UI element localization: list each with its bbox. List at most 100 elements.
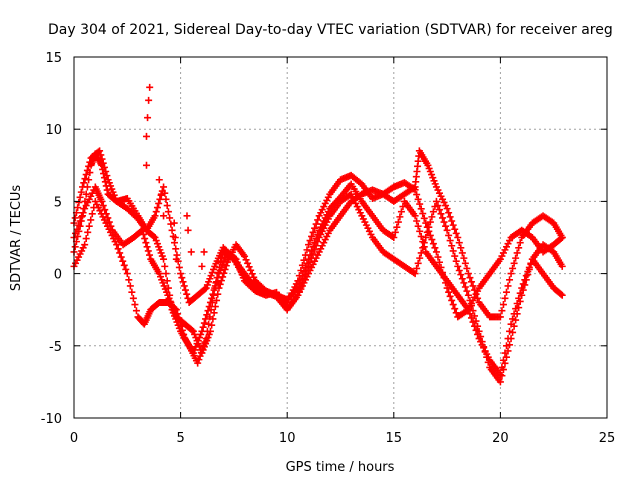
plot-frame: [73, 56, 608, 419]
data-point-marker: [83, 166, 91, 174]
data-point-marker: [303, 246, 311, 254]
data-point-marker: [79, 183, 87, 191]
data-point-marker: [463, 287, 471, 295]
data-point-marker: [445, 288, 453, 296]
data-point-marker: [208, 321, 216, 329]
data-point-marker: [180, 330, 188, 338]
data-point-marker: [96, 147, 104, 155]
data-point-marker: [458, 249, 466, 257]
y-tick-label: -10: [41, 412, 62, 427]
data-point-marker: [125, 276, 133, 284]
data-point-marker: [80, 179, 88, 187]
data-point-marker: [429, 208, 437, 216]
data-point-marker: [410, 184, 418, 192]
data-point-marker: [411, 212, 419, 220]
data-point-marker: [432, 197, 440, 205]
data-point-marker: [82, 171, 90, 179]
data-point-marker: [557, 290, 565, 298]
data-point-marker: [161, 189, 169, 197]
data-point-marker: [178, 326, 186, 334]
data-point-marker: [474, 294, 482, 302]
data-point-marker: [81, 241, 89, 249]
data-point-marker: [417, 205, 425, 213]
data-point-marker: [221, 265, 229, 273]
data-point-marker: [521, 281, 529, 289]
data-point-marker: [432, 248, 440, 256]
data-point-marker: [99, 202, 107, 210]
data-point-marker: [512, 316, 520, 324]
data-point-marker: [171, 305, 179, 313]
data-point-marker: [513, 249, 521, 257]
data-point-marker: [420, 214, 428, 222]
data-point-marker: [449, 301, 457, 309]
data-point-marker: [451, 252, 459, 260]
data-point-marker: [170, 219, 178, 227]
data-point-marker: [203, 311, 211, 319]
data-point-marker: [466, 296, 474, 304]
data-point-marker: [103, 186, 111, 194]
data-point-marker: [312, 220, 320, 228]
y-tick-label: 0: [54, 268, 62, 283]
data-point-marker: [166, 214, 174, 222]
data-point-marker: [419, 238, 427, 246]
data-point-marker: [397, 208, 405, 216]
data-point-marker: [449, 221, 457, 229]
data-point-marker: [222, 262, 230, 270]
data-point-marker: [179, 278, 187, 286]
data-point-marker: [413, 191, 421, 199]
data-point-marker: [309, 228, 317, 236]
data-point-marker: [448, 217, 456, 225]
data-point-marker: [131, 301, 139, 309]
data-point-marker: [73, 225, 81, 233]
data-point-marker: [510, 259, 518, 267]
data-point-marker: [498, 307, 506, 315]
data-point-marker: [119, 257, 127, 265]
data-point-marker: [123, 270, 131, 278]
data-point-marker: [152, 208, 160, 216]
data-point-marker: [88, 210, 96, 218]
data-point-marker: [306, 237, 314, 245]
data-point-marker: [175, 263, 183, 271]
data-point-marker: [414, 222, 422, 230]
data-point-marker: [211, 282, 219, 290]
data-point-marker: [558, 234, 566, 241]
data-point-marker: [411, 270, 419, 278]
data-point-marker: [417, 249, 425, 257]
data-point-marker: [414, 259, 422, 267]
data-point-marker: [126, 282, 134, 290]
series-track-2: [70, 180, 566, 379]
data-point-marker: [512, 254, 520, 262]
data-point-marker: [455, 267, 463, 275]
data-point-marker: [160, 212, 168, 220]
data-point-marker: [467, 278, 475, 286]
data-point-marker: [174, 310, 182, 318]
data-point-marker: [76, 217, 84, 225]
data-point-marker: [160, 183, 168, 191]
data-point-marker: [391, 228, 399, 236]
data-point-marker: [509, 264, 517, 272]
data-point-marker: [113, 241, 121, 249]
data-point-marker: [160, 255, 168, 263]
data-point-marker: [513, 310, 521, 318]
data-point-marker: [141, 235, 149, 243]
data-point-marker: [515, 304, 523, 312]
data-point-marker: [210, 286, 218, 294]
data-point-marker: [211, 303, 219, 311]
data-point-marker: [524, 271, 532, 279]
data-point-marker: [142, 161, 150, 169]
data-point-marker: [467, 302, 475, 310]
data-point-marker: [198, 262, 206, 270]
data-point-marker: [439, 214, 447, 222]
data-point-marker: [142, 132, 150, 140]
data-point-marker: [213, 296, 221, 304]
data-point-marker: [85, 162, 93, 170]
data-point-marker: [142, 239, 150, 247]
data-point-marker: [177, 270, 185, 278]
data-point-marker: [480, 343, 488, 351]
data-point-marker: [502, 353, 510, 361]
data-point-marker: [144, 247, 152, 255]
data-point-marker: [558, 262, 566, 270]
data-point-marker: [413, 264, 421, 272]
data-point-marker: [164, 208, 172, 216]
data-point-marker: [241, 252, 249, 260]
